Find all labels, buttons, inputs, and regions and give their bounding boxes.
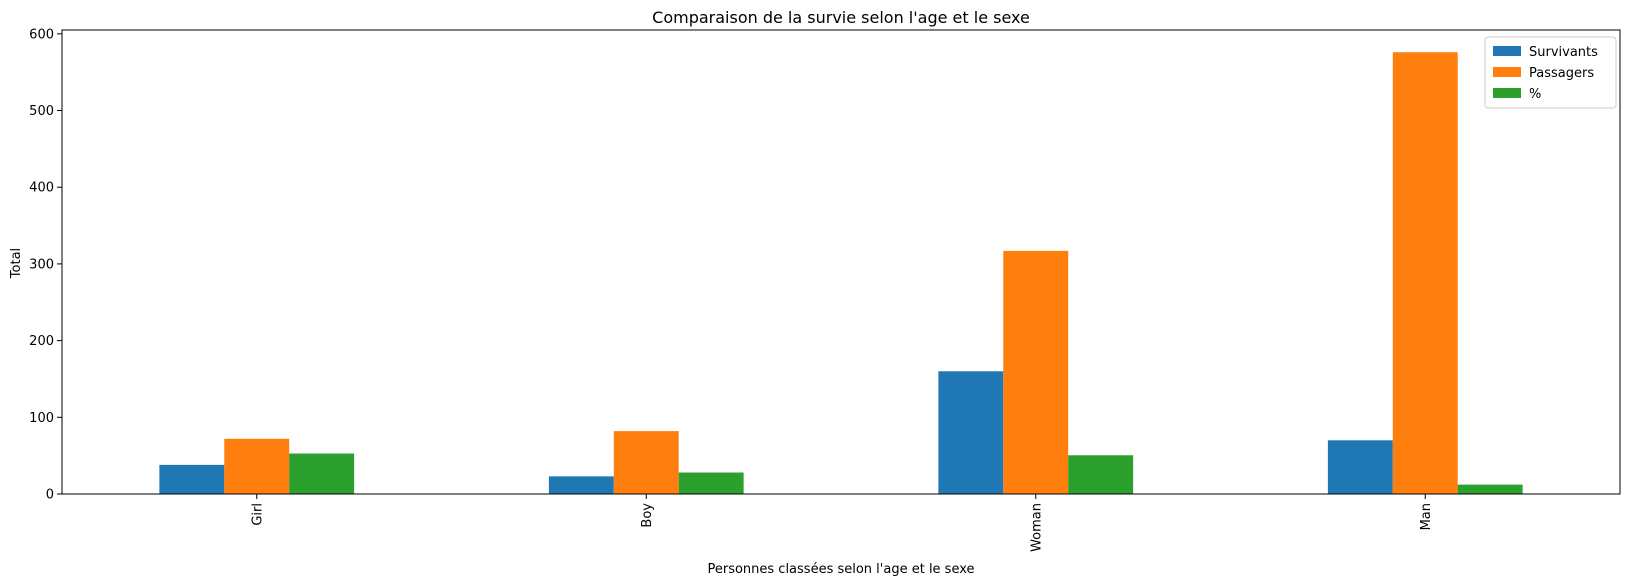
legend-swatch [1493,46,1521,56]
legend-swatch [1493,88,1521,98]
y-tick-label: 100 [29,411,54,426]
y-tick-label: 300 [29,257,54,272]
y-tick-label: 400 [29,181,54,196]
x-tick-label: Woman [1029,503,1044,552]
x-tick-label: Boy [640,503,655,528]
legend-label: Passagers [1529,66,1594,81]
y-tick-label: 0 [46,488,54,503]
y-tick-label: 500 [29,104,54,119]
bar-man-series-1 [1392,52,1458,495]
bar-girl-series-1 [224,438,290,494]
x-axis-label: Personnes classées selon l'age et le sex… [707,562,974,577]
legend-swatch [1493,67,1521,77]
y-axis-label: Total [9,248,24,279]
bar-woman-series-0 [938,371,1004,494]
bar-boy-series-2 [678,472,744,494]
bar-man-series-0 [1327,440,1393,494]
legend-label: % [1529,87,1541,102]
axes-frame [61,29,1621,495]
y-tick-label: 200 [29,334,54,349]
bar-girl-series-0 [159,464,225,494]
bar-boy-series-1 [613,431,679,494]
x-tick-label: Girl [250,503,265,526]
bar-woman-series-2 [1068,455,1134,494]
bar-woman-series-1 [1003,250,1069,494]
chart-title: Comparaison de la survie selon l'age et … [652,8,1030,27]
bar-girl-series-2 [289,453,355,494]
legend-label: Survivants [1529,45,1598,60]
y-tick-label: 600 [29,27,54,42]
bar-man-series-2 [1457,484,1523,494]
bar-boy-series-0 [548,476,614,494]
x-tick-label: Man [1419,503,1434,530]
legend: Survivants Passagers% [1484,36,1617,109]
plot-area: 0 100 200 300 400 500 600 Girl Boy Woman Man [29,27,1621,552]
